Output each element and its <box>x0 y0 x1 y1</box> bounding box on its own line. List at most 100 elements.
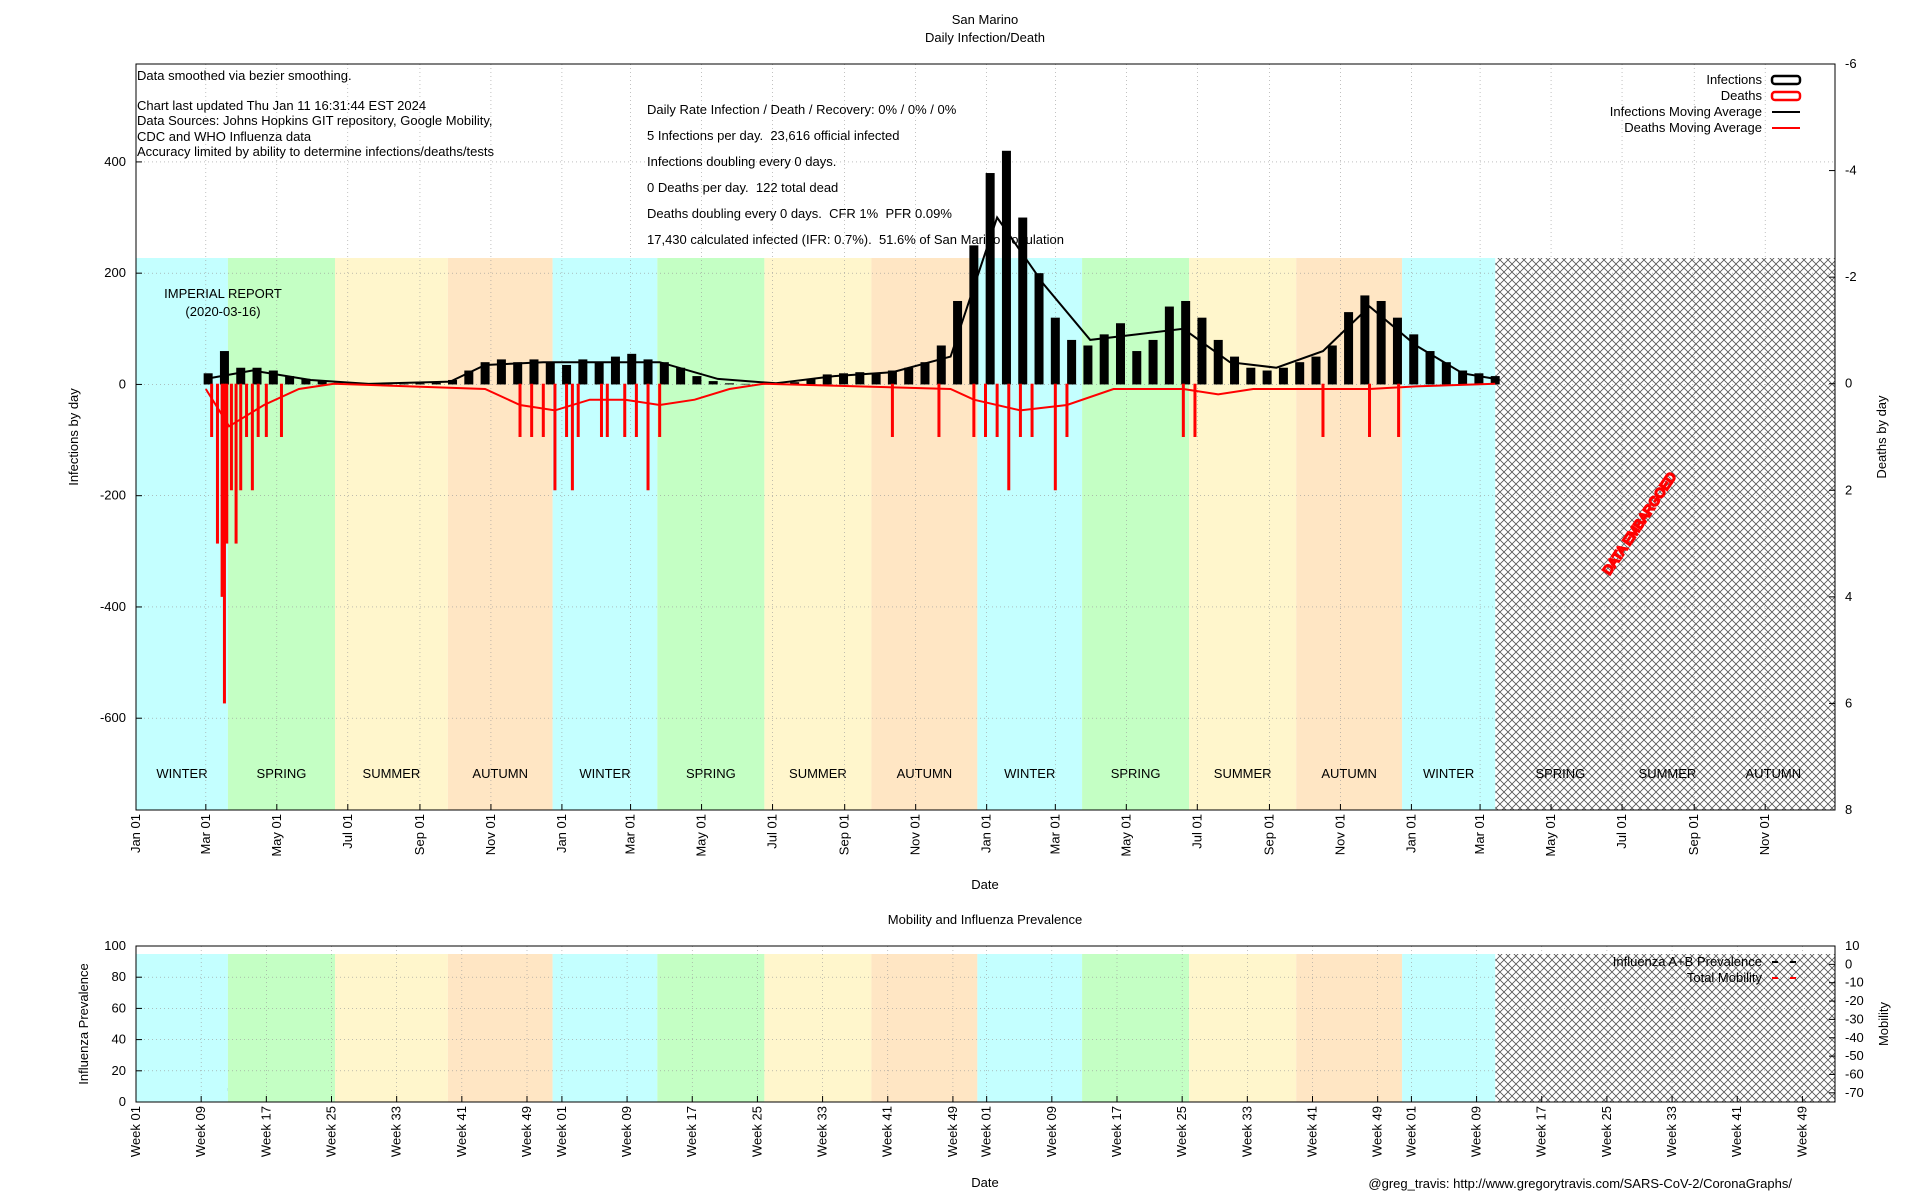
bar <box>1368 383 1372 437</box>
y-tick-label: 100 <box>104 938 126 953</box>
bar <box>576 383 580 437</box>
bar <box>790 382 800 385</box>
bar <box>1018 217 1028 385</box>
bar <box>1065 383 1069 437</box>
x-axis-label: Date <box>971 877 998 892</box>
bar <box>1490 376 1500 385</box>
season-label: WINTER <box>1004 766 1055 781</box>
y2-tick-label: 6 <box>1845 695 1852 710</box>
x-tick-label: Jan 01 <box>554 814 569 853</box>
bar <box>610 356 620 385</box>
bar <box>627 353 637 385</box>
season-band <box>227 258 335 810</box>
bar <box>1164 306 1174 385</box>
y2-axis-label: Mobility <box>1876 1001 1891 1046</box>
bar <box>565 383 569 437</box>
y2-tick-label: -60 <box>1845 1066 1864 1081</box>
bar <box>222 383 226 704</box>
bar <box>448 379 458 385</box>
x-tick-label: Jan 01 <box>128 814 143 853</box>
bar <box>623 383 627 437</box>
annotation: Daily Rate Infection / Death / Recovery:… <box>647 102 957 117</box>
season-band <box>227 954 335 1102</box>
season-band <box>552 258 658 810</box>
y2-tick-label: 0 <box>1845 956 1852 971</box>
y-tick-label: 60 <box>112 1000 126 1015</box>
y-tick-label: 20 <box>112 1063 126 1078</box>
season-band <box>657 954 765 1102</box>
note: Chart last updated Thu Jan 11 16:31:44 E… <box>137 98 426 113</box>
bar <box>1007 383 1011 491</box>
bar <box>1197 317 1207 385</box>
bar <box>210 383 214 437</box>
bar <box>1458 370 1468 385</box>
note: CDC and WHO Influenza data <box>137 129 312 144</box>
bar <box>1181 300 1191 385</box>
bar <box>887 370 897 385</box>
x-tick-label: Week 49 <box>1370 1106 1385 1157</box>
x-tick-label: Sep 01 <box>1261 814 1276 855</box>
season-label: SUMMER <box>1639 766 1697 781</box>
x-tick-label: Nov 01 <box>908 814 923 855</box>
y-tick-label: 40 <box>112 1032 126 1047</box>
y2-tick-label: -20 <box>1845 993 1864 1008</box>
x-tick-label: Sep 01 <box>412 814 427 855</box>
x-tick-label: May 01 <box>694 814 709 857</box>
x-tick-label: Jul 01 <box>1614 814 1629 849</box>
bar <box>496 359 506 385</box>
bar <box>317 381 327 385</box>
bar <box>245 383 249 437</box>
bar <box>1344 312 1354 385</box>
season-label: SPRING <box>1535 766 1585 781</box>
bar <box>1132 351 1142 385</box>
bar <box>236 367 246 385</box>
bar <box>920 362 930 385</box>
x-tick-label: Sep 01 <box>837 814 852 855</box>
bar <box>599 383 603 437</box>
x-axis-label: Date <box>971 1175 998 1190</box>
footer: @greg_travis: http://www.gregorytravis.c… <box>1368 1176 1792 1191</box>
x-tick-label: Week 33 <box>815 1106 830 1157</box>
y2-tick-label: -70 <box>1845 1085 1864 1100</box>
bar <box>741 383 751 385</box>
season-band <box>871 954 978 1102</box>
legend-label: Infections Moving Average <box>1610 104 1762 119</box>
bar <box>1067 339 1077 385</box>
x-tick-label: Week 09 <box>619 1106 634 1157</box>
y2-tick-label: -4 <box>1845 163 1857 178</box>
season-label: SUMMER <box>363 766 421 781</box>
season-label: WINTER <box>1423 766 1474 781</box>
bar <box>1397 383 1401 437</box>
season-label: AUTUMN <box>1746 766 1802 781</box>
bar <box>264 383 268 437</box>
x-tick-label: Week 17 <box>1109 1106 1124 1157</box>
y2-tick-label: 0 <box>1845 376 1852 391</box>
bar <box>415 383 425 385</box>
bar <box>541 383 545 437</box>
season-label: SPRING <box>257 766 307 781</box>
note: Data smoothed via bezier smoothing. <box>137 68 352 83</box>
bar <box>1474 373 1484 385</box>
bar <box>545 362 555 385</box>
bar <box>570 383 574 491</box>
y-tick-label: 0 <box>119 376 126 391</box>
y-axis-label: Infections by day <box>66 388 81 486</box>
bar <box>431 382 441 385</box>
x-tick-label: Week 33 <box>1239 1106 1254 1157</box>
bar <box>229 383 233 491</box>
bar <box>646 383 650 491</box>
legend-label: Deaths Moving Average <box>1624 120 1762 135</box>
x-tick-label: Week 25 <box>1174 1106 1189 1157</box>
bar <box>890 383 894 437</box>
season-label: WINTER <box>579 766 630 781</box>
bar <box>225 383 229 544</box>
bar <box>530 383 534 437</box>
bar <box>219 351 229 385</box>
bar <box>252 367 262 385</box>
marker-label: IMPERIAL REPORT <box>164 286 282 301</box>
bar <box>480 362 490 385</box>
bar <box>1425 351 1435 385</box>
bar <box>643 359 653 385</box>
